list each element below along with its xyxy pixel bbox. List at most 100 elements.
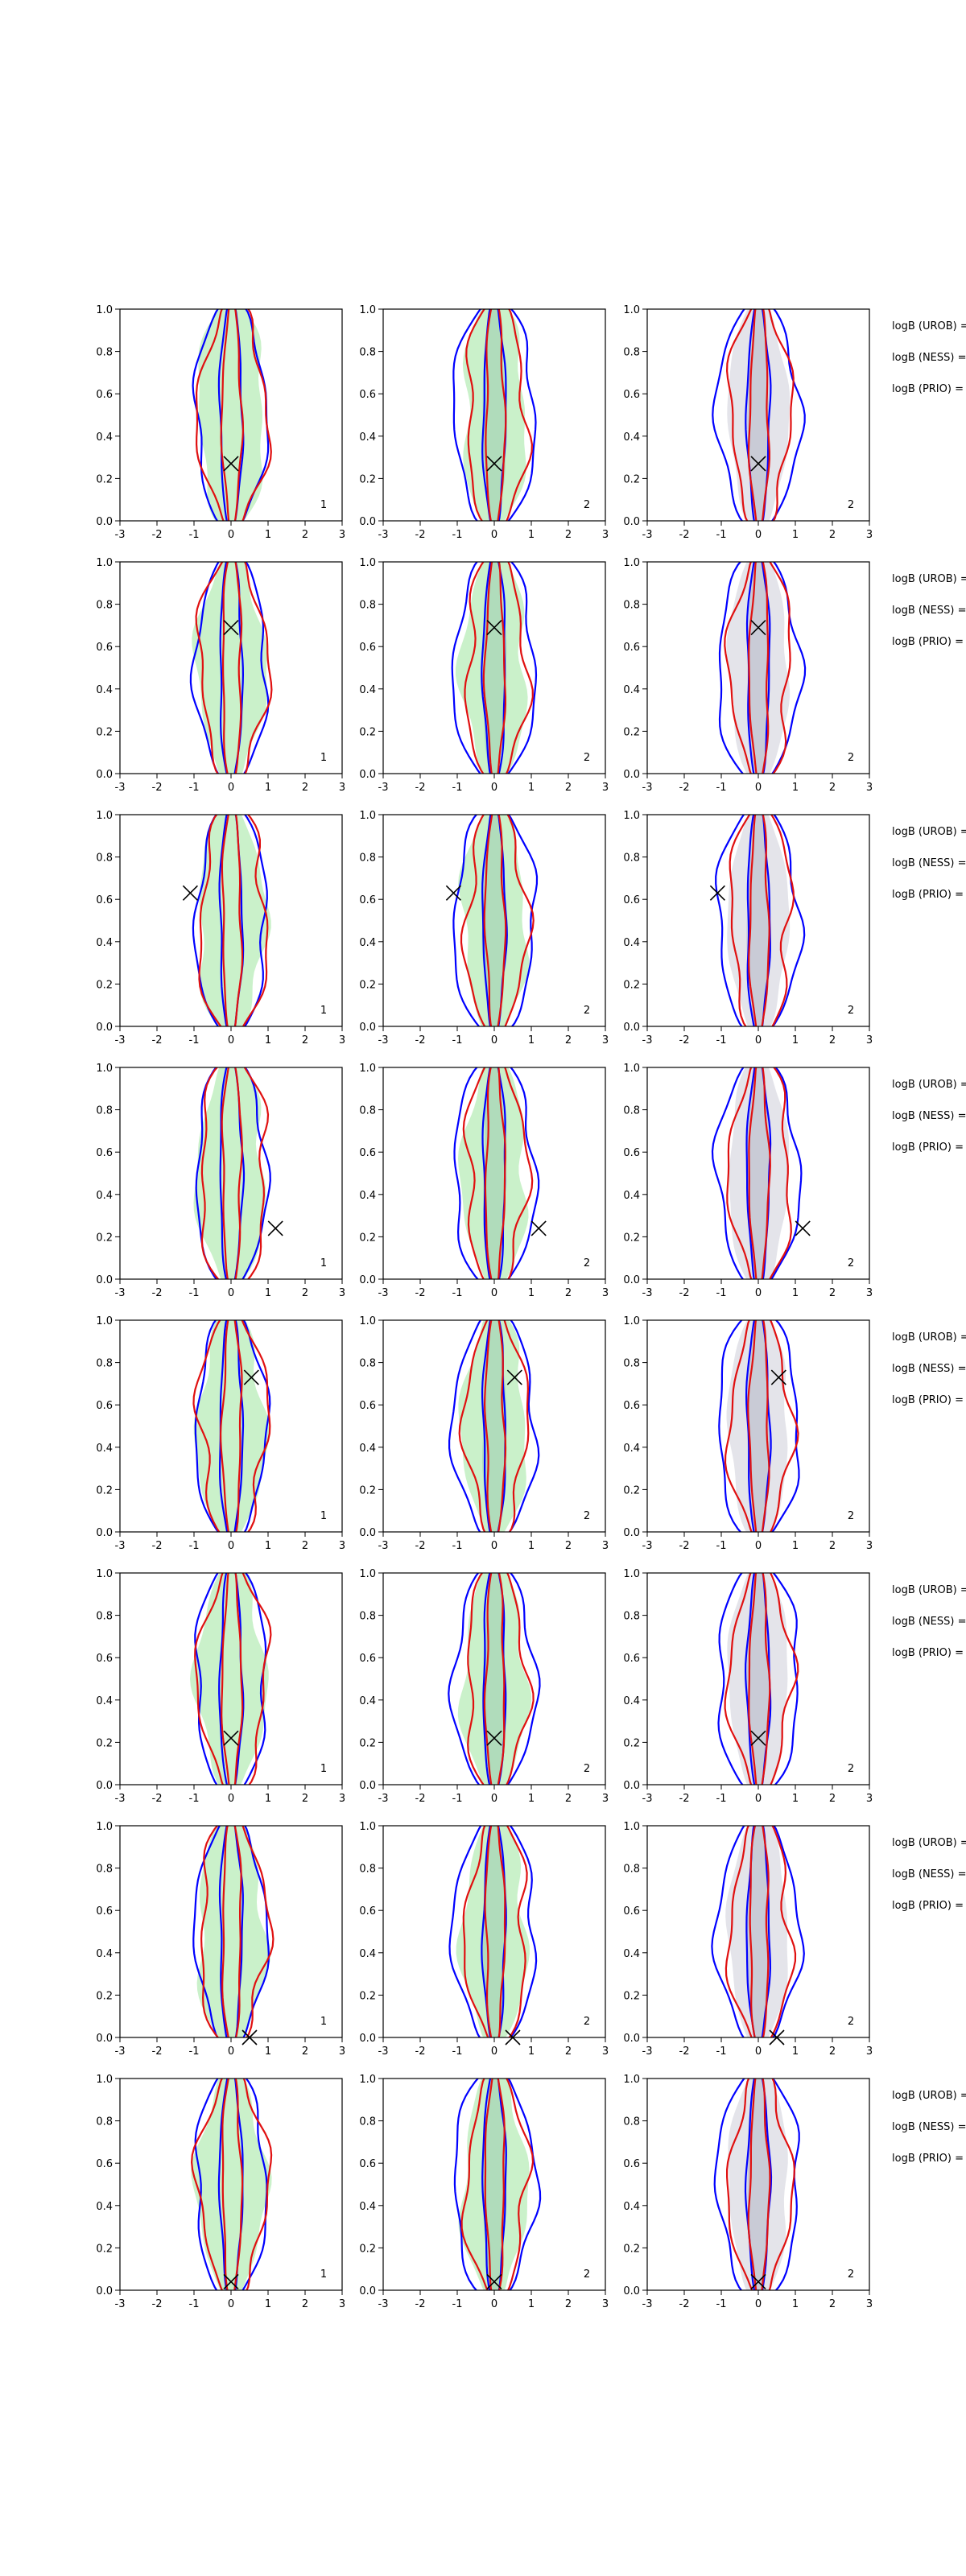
contour-blue xyxy=(451,562,538,774)
y-tick-label: 0.2 xyxy=(359,1484,376,1496)
marker xyxy=(223,1730,239,1746)
panel: -3 -2 -1 0 1 2 3 0.0 0.2 0.4 0.6 0.8 1.0 2 xyxy=(623,557,873,794)
panel-annotation: 1 xyxy=(320,2016,327,2028)
x-tick-label: 1 xyxy=(528,1540,535,1552)
row-label: logB (PRIO) = xyxy=(892,383,964,395)
marker xyxy=(267,1220,283,1236)
x-tick-label: -3 xyxy=(378,529,389,541)
y-tick-label: 1.0 xyxy=(359,557,376,569)
x-tick-label: 0 xyxy=(491,529,497,541)
contours xyxy=(448,1826,538,2037)
y-tick-label: 0.4 xyxy=(623,1443,640,1455)
contour-blue xyxy=(218,1320,245,1532)
row-label: logB (NESS) = xyxy=(892,352,966,364)
y-tick-label: 0.6 xyxy=(623,1905,640,1918)
contour-blue xyxy=(452,815,539,1026)
x-tick-label: -2 xyxy=(415,2298,426,2310)
contour-blue xyxy=(481,562,506,774)
x-tick-label: 3 xyxy=(602,2046,609,2058)
row-label: logB (UROB) = xyxy=(892,826,966,838)
y-tick-label: 0.2 xyxy=(359,1232,376,1244)
y-tick-label: 0.0 xyxy=(96,1022,113,1034)
y-tick-label: 1.0 xyxy=(623,2074,640,2086)
row-label: logB (UROB) = xyxy=(892,2090,966,2102)
panel: -3 -2 -1 0 1 2 3 0.0 0.2 0.4 0.6 0.8 1.0 2 xyxy=(623,304,873,541)
x-tick-label: 3 xyxy=(602,2298,609,2310)
y-tick-label: 0.8 xyxy=(623,1611,640,1623)
y-tick-label: 0.4 xyxy=(96,1948,113,1960)
y-tick-label: 0.6 xyxy=(359,894,376,906)
x-tick-label: 3 xyxy=(339,1034,345,1046)
y-tick-label: 0.8 xyxy=(96,600,113,612)
x-tick-label: 2 xyxy=(829,1793,836,1805)
x-tick-label: 2 xyxy=(565,1287,572,1299)
contours xyxy=(711,1067,803,1279)
marker xyxy=(709,885,725,901)
y-tick-label: 0.8 xyxy=(359,1105,376,1117)
marker xyxy=(445,885,461,901)
x-tick-label: 0 xyxy=(755,782,762,794)
marker xyxy=(750,619,766,636)
x-tick-label: 2 xyxy=(302,1793,308,1805)
x-tick-label: 3 xyxy=(602,782,609,794)
x-tick-label: 3 xyxy=(339,1540,345,1552)
y-tick-label: 0.4 xyxy=(623,431,640,444)
y-tick-label: 0.4 xyxy=(623,1695,640,1707)
y-tick-label: 1.0 xyxy=(359,1315,376,1327)
y-tick-label: 0.6 xyxy=(96,1905,113,1918)
panel: -3 -2 -1 0 1 2 3 0.0 0.2 0.4 0.6 0.8 1.0 1 xyxy=(96,557,345,794)
x-tick-label: -3 xyxy=(378,782,389,794)
y-tick-label: 1.0 xyxy=(623,304,640,316)
y-tick-label: 0.0 xyxy=(623,2285,640,2297)
x-tick-label: -3 xyxy=(378,1034,389,1046)
y-tick-label: 0.6 xyxy=(359,642,376,654)
x-tick-label: -1 xyxy=(716,1793,727,1805)
x-tick-label: -2 xyxy=(152,1034,163,1046)
y-tick-label: 0.4 xyxy=(623,1190,640,1202)
x-tick-label: 1 xyxy=(265,1793,271,1805)
x-tick-label: 0 xyxy=(755,529,762,541)
y-tick-label: 0.6 xyxy=(623,1147,640,1159)
y-tick-label: 0.4 xyxy=(359,1695,376,1707)
contours xyxy=(453,1067,540,1279)
x-tick-label: -1 xyxy=(716,1287,727,1299)
contour-red xyxy=(458,1320,530,1532)
x-tick-label: 1 xyxy=(528,2046,535,2058)
x-tick-label: -2 xyxy=(152,2046,163,2058)
x-tick-label: 1 xyxy=(528,782,535,794)
x-tick-label: 0 xyxy=(228,2046,234,2058)
x-tick-label: -3 xyxy=(115,1287,126,1299)
contours xyxy=(452,309,537,521)
contour-red xyxy=(483,1320,507,1532)
marker xyxy=(530,1220,547,1236)
x-tick-label: 3 xyxy=(866,2046,873,2058)
x-tick-label: 2 xyxy=(302,2298,308,2310)
x-tick-label: 0 xyxy=(228,1540,234,1552)
contour-red xyxy=(747,2079,771,2290)
panel-annotation: 2 xyxy=(584,1257,590,1269)
row-label: logB (NESS) = xyxy=(892,1616,966,1628)
y-tick-label: 0.4 xyxy=(96,2201,113,2213)
y-tick-label: 0.0 xyxy=(359,2033,376,2045)
x-tick-label: -1 xyxy=(189,1287,200,1299)
contour-red xyxy=(724,1320,799,1532)
x-tick-label: 3 xyxy=(339,2298,345,2310)
x-tick-label: 1 xyxy=(265,2298,271,2310)
panel: -3 -2 -1 0 1 2 3 0.0 0.2 0.4 0.6 0.8 1.0 2 xyxy=(623,1821,873,2058)
contour-red xyxy=(729,815,795,1026)
contour-red xyxy=(749,1826,770,2037)
x-tick-label: -3 xyxy=(115,2046,126,2058)
y-tick-label: 1.0 xyxy=(96,557,113,569)
y-tick-label: 0.0 xyxy=(359,1780,376,1792)
panel-annotation: 2 xyxy=(848,499,854,511)
y-tick-label: 0.4 xyxy=(623,1948,640,1960)
contour-blue xyxy=(192,309,270,521)
x-tick-label: 2 xyxy=(565,782,572,794)
panel: -3 -2 -1 0 1 2 3 0.0 0.2 0.4 0.6 0.8 1.0 2 xyxy=(623,1315,873,1552)
x-tick-label: 0 xyxy=(491,2046,497,2058)
x-tick-label: 2 xyxy=(565,1793,572,1805)
contour-red xyxy=(485,309,507,521)
panel: -3 -2 -1 0 1 2 3 0.0 0.2 0.4 0.6 0.8 1.0 1 xyxy=(96,810,345,1046)
y-tick-label: 0.8 xyxy=(623,2116,640,2128)
x-tick-label: 2 xyxy=(302,1540,308,1552)
